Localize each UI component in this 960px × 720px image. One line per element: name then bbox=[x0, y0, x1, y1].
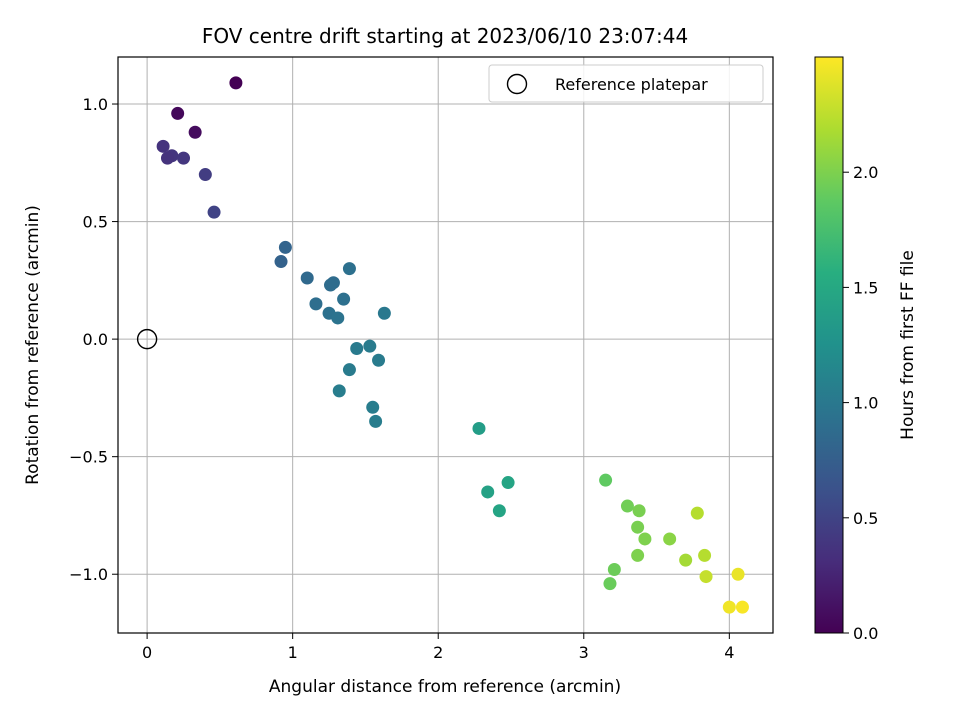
legend-marker-reference bbox=[506, 73, 528, 95]
x-tick-label: 4 bbox=[724, 643, 734, 662]
scatter-point bbox=[160, 151, 174, 165]
scatter-point bbox=[599, 473, 613, 487]
scatter-point bbox=[501, 476, 515, 490]
scatter-point bbox=[332, 384, 346, 398]
colorbar-label: Hours from first FF file bbox=[898, 250, 918, 440]
colorbar-gradient bbox=[814, 56, 844, 634]
data-points bbox=[136, 76, 749, 614]
scatter-point bbox=[198, 168, 212, 182]
scatter-point bbox=[663, 532, 677, 546]
colorbar-tick-label: 2.0 bbox=[853, 163, 878, 182]
scatter-point bbox=[735, 600, 749, 614]
x-tick-label: 2 bbox=[433, 643, 443, 662]
colorbar-tick-label: 1.0 bbox=[853, 394, 878, 413]
scatter-point bbox=[337, 292, 351, 306]
colorbar-tick-label: 1.5 bbox=[853, 278, 878, 297]
scatter-point bbox=[188, 125, 202, 139]
plot-frame bbox=[117, 56, 774, 634]
x-tick-label: 1 bbox=[288, 643, 298, 662]
scatter-point bbox=[632, 504, 646, 518]
scatter-point bbox=[171, 106, 185, 120]
y-tick-label: −1.0 bbox=[69, 565, 108, 584]
scatter-point bbox=[372, 353, 386, 367]
scatter-point bbox=[342, 262, 356, 276]
scatter-point bbox=[366, 400, 380, 414]
scatter-point bbox=[177, 151, 190, 165]
scatter-point bbox=[278, 240, 292, 254]
scatter-point bbox=[324, 278, 338, 292]
scatter-point bbox=[309, 297, 323, 311]
y-tick-label: −0.5 bbox=[69, 448, 108, 467]
scatter-point bbox=[229, 76, 243, 90]
scatter-point bbox=[350, 342, 364, 356]
scatter-point bbox=[369, 414, 383, 428]
axis-ticks: 0 1 2 3 4 −1.0 −0.5 0.0 0.5 1.0 bbox=[69, 95, 734, 662]
legend-box bbox=[488, 64, 764, 103]
colorbar-ticks: 0.0 0.5 1.0 1.5 2.0 bbox=[843, 163, 878, 643]
grid-lines bbox=[118, 57, 773, 633]
scatter-point bbox=[603, 577, 617, 591]
scatter-point bbox=[472, 421, 486, 435]
y-tick-label: 1.0 bbox=[83, 95, 108, 114]
scatter-point bbox=[699, 570, 713, 584]
scatter-point bbox=[638, 532, 652, 546]
scatter-point bbox=[607, 563, 621, 577]
reference-platepar-marker bbox=[136, 328, 158, 350]
scatter-point bbox=[363, 339, 377, 353]
y-tick-label: 0.0 bbox=[83, 330, 108, 349]
legend-label-reference: Reference platepar bbox=[555, 75, 708, 94]
scatter-point bbox=[331, 311, 345, 325]
scatter-point bbox=[274, 255, 288, 269]
scatter-point bbox=[631, 520, 645, 534]
scatter-point bbox=[620, 499, 634, 513]
colorbar: 0.0 0.5 1.0 1.5 2.0 Hours from first FF file bbox=[814, 56, 918, 643]
scatter-point bbox=[300, 271, 314, 285]
colorbar-tick-label: 0.0 bbox=[853, 624, 878, 643]
legend: Reference platepar bbox=[488, 64, 764, 103]
scatter-point bbox=[679, 553, 693, 567]
x-tick-label: 0 bbox=[142, 643, 152, 662]
scatter-point bbox=[342, 363, 356, 377]
chart-title: FOV centre drift starting at 2023/06/10 … bbox=[202, 24, 688, 48]
y-tick-label: 0.5 bbox=[83, 213, 108, 232]
scatter-point bbox=[698, 548, 712, 562]
y-axis-title: Rotation from reference (arcmin) bbox=[23, 205, 43, 485]
scatter-point bbox=[731, 567, 745, 581]
x-axis-title: Angular distance from reference (arcmin) bbox=[269, 677, 621, 697]
scatter-point bbox=[492, 504, 506, 518]
scatter-point bbox=[481, 485, 495, 499]
scatter-point bbox=[377, 306, 391, 320]
scatter-point bbox=[156, 139, 170, 153]
x-tick-label: 3 bbox=[579, 643, 589, 662]
scatter-point bbox=[722, 600, 736, 614]
scatter-point bbox=[207, 205, 221, 219]
scatter-point bbox=[690, 506, 704, 520]
scatter-point bbox=[631, 548, 645, 562]
colorbar-tick-label: 0.5 bbox=[853, 509, 878, 528]
